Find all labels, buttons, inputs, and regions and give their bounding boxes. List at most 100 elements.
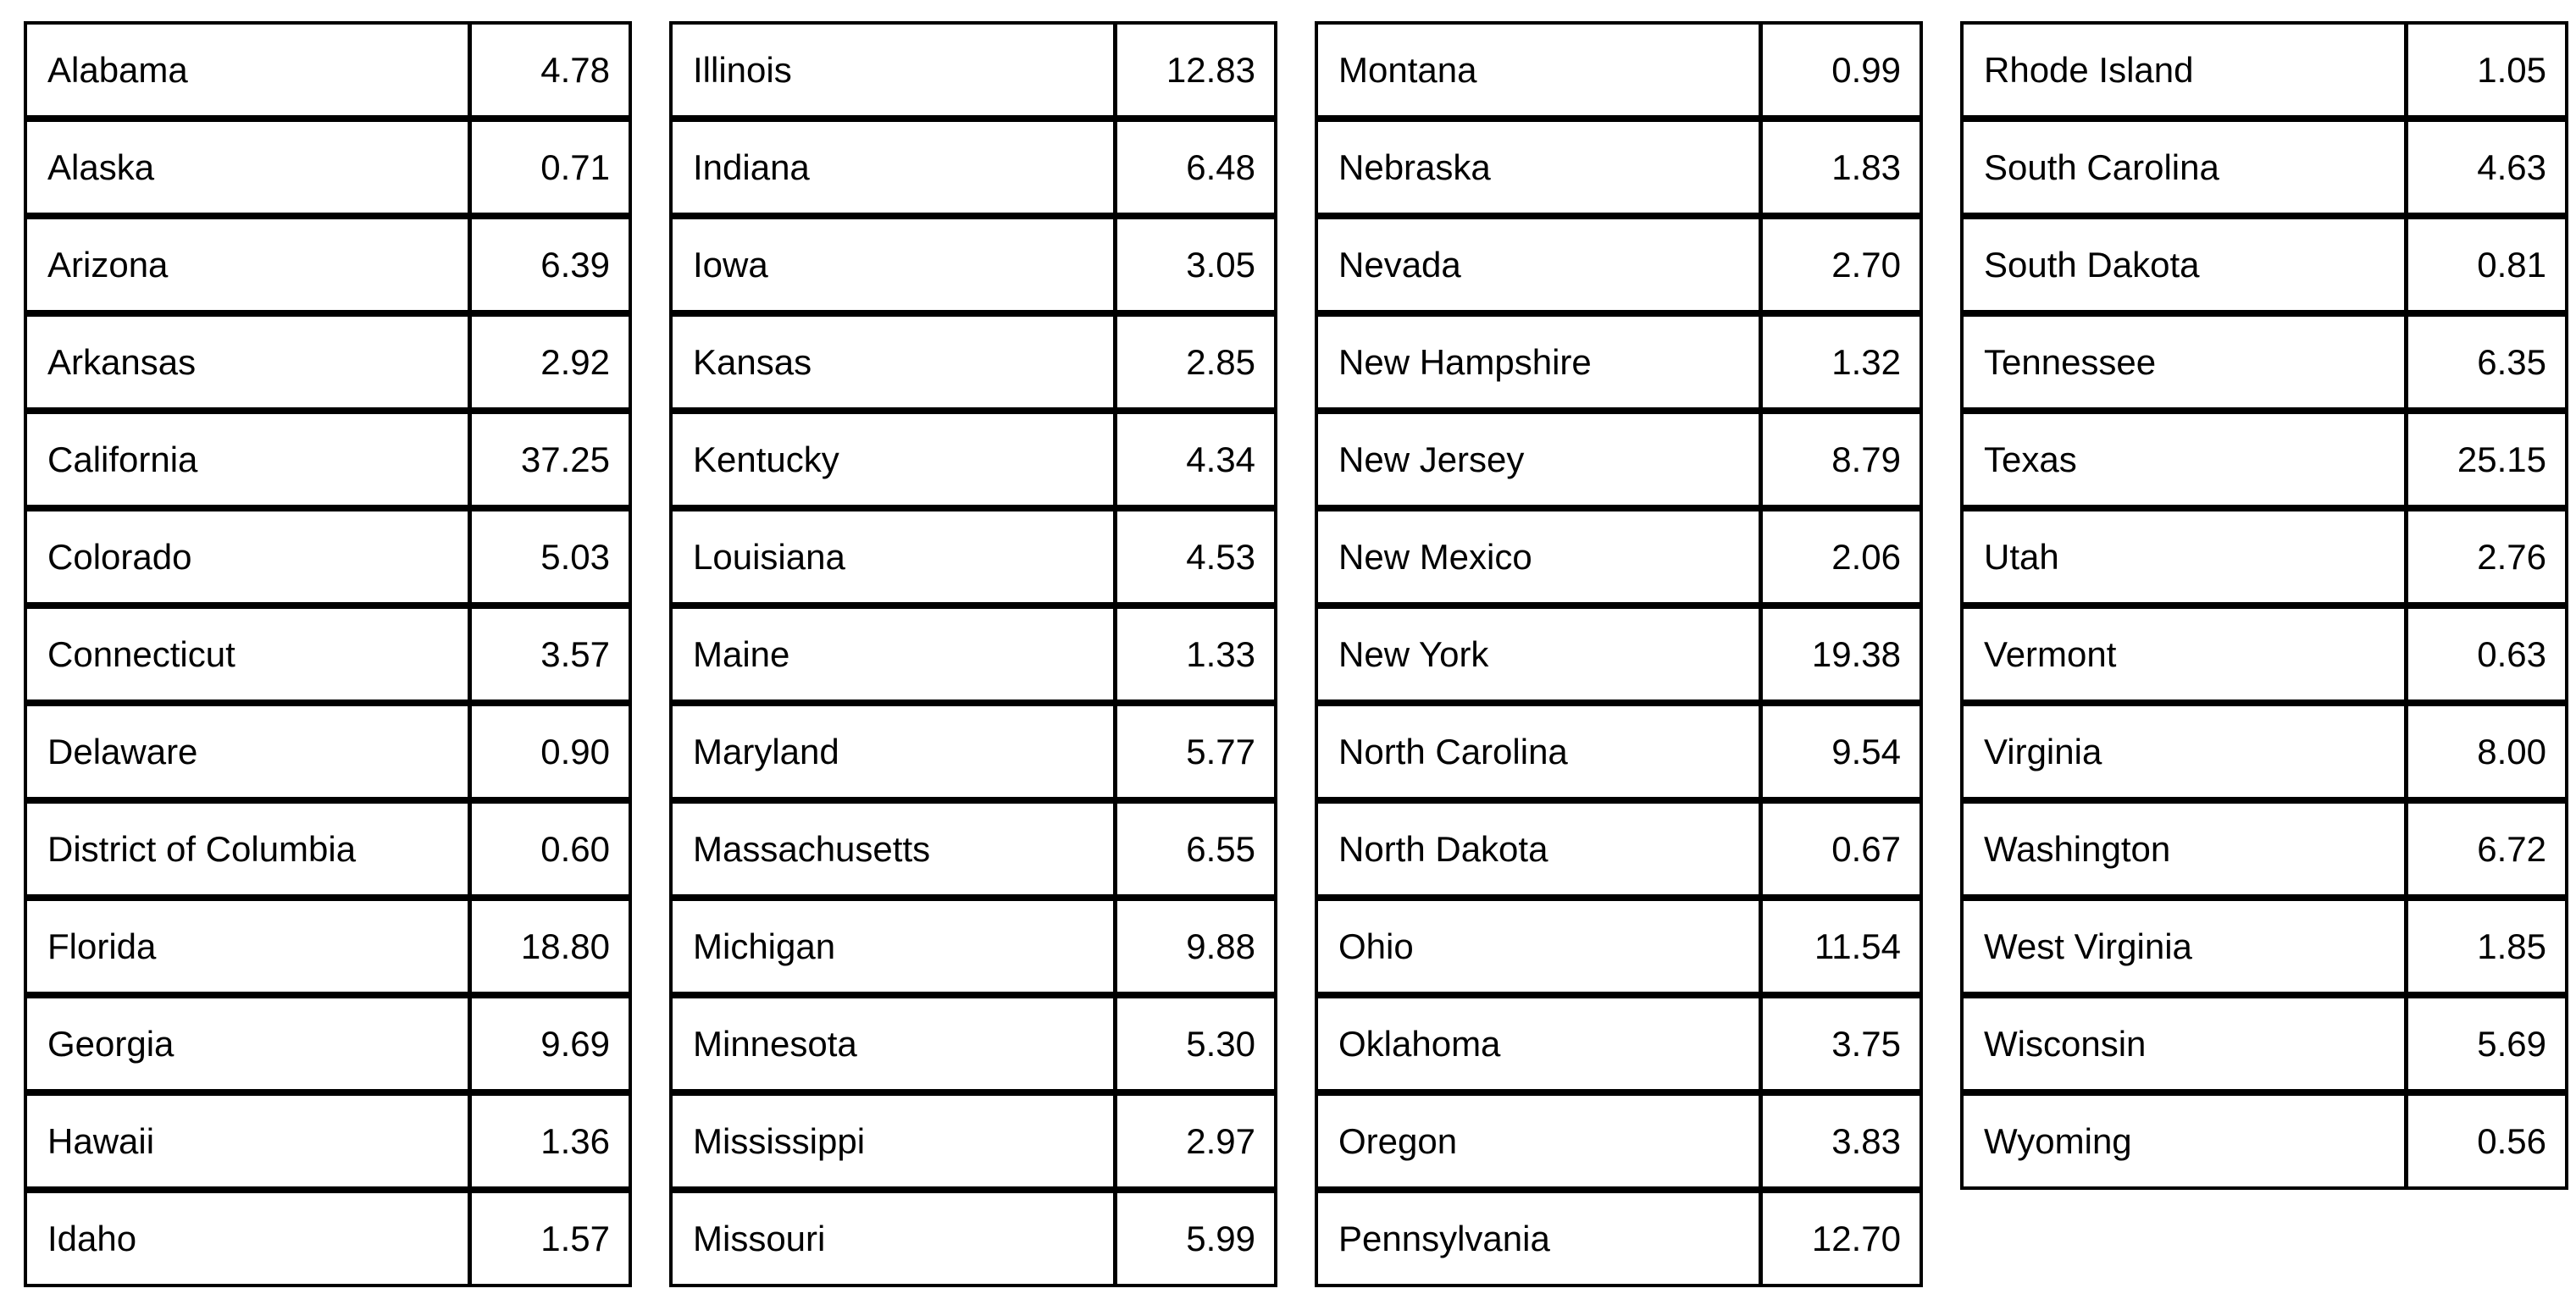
state-value-cell: 6.39 [468,219,629,310]
state-name-cell: Montana [1338,49,1477,90]
state-value-cell: 1.83 [1759,122,1920,213]
state-value-cell: 1.36 [468,1096,629,1186]
table-row: Arkansas 2.92 [24,313,632,411]
table-row: Montana 0.99 [1315,21,1923,119]
table-row: Missouri 5.99 [669,1190,1277,1287]
table-row: Washington 6.72 [1960,800,2568,898]
state-name-cell: Pennsylvania [1338,1218,1550,1258]
state-value-cell: 12.83 [1113,25,1274,115]
state-name-cell: Michigan [693,926,836,966]
table-row: Rhode Island 1.05 [1960,21,2568,119]
state-name-cell: Texas [1984,439,2077,479]
state-name-cell: Ohio [1338,926,1414,966]
state-name-cell: California [47,439,198,479]
table-row: Georgia 9.69 [24,995,632,1092]
state-name-cell: Massachusetts [693,828,931,869]
state-value-cell: 0.71 [468,122,629,213]
state-value-cell: 2.92 [468,317,629,407]
state-value-cell: 19.38 [1759,609,1920,699]
state-name-cell: Mississippi [693,1120,866,1161]
state-value-cell: 2.70 [1759,219,1920,310]
state-name-cell: Vermont [1984,633,2117,674]
state-value-cell: 1.05 [2404,25,2565,115]
state-name-cell: South Dakota [1984,244,2200,285]
table-row: South Dakota 0.81 [1960,216,2568,313]
table-row: Louisiana 4.53 [669,508,1277,605]
state-value-cell: 5.30 [1113,998,1274,1089]
table-row: Texas 25.15 [1960,411,2568,508]
table-row: South Carolina 4.63 [1960,119,2568,216]
state-name-cell: New Jersey [1338,439,1525,479]
table-row: New York 19.38 [1315,605,1923,703]
state-name-cell: Indiana [693,147,810,187]
state-value-cell: 0.60 [468,804,629,894]
table-row: New Jersey 8.79 [1315,411,1923,508]
state-name-cell: Arizona [47,244,169,285]
state-name-cell: District of Columbia [47,828,357,869]
table-row: Colorado 5.03 [24,508,632,605]
table-row: Oklahoma 3.75 [1315,995,1923,1092]
state-name-cell: Hawaii [47,1120,155,1161]
state-value-cell: 9.88 [1113,901,1274,992]
table-row: Arizona 6.39 [24,216,632,313]
state-value-cell: 3.75 [1759,998,1920,1089]
state-value-cell: 4.78 [468,25,629,115]
table-row: Kansas 2.85 [669,313,1277,411]
state-value-cell: 5.69 [2404,998,2565,1089]
state-name-cell: Arkansas [47,341,197,382]
state-name-cell: Alabama [47,49,188,90]
table-row: Oregon 3.83 [1315,1092,1923,1190]
state-name-cell: South Carolina [1984,147,2219,187]
state-name-cell: Rhode Island [1984,49,2194,90]
state-table-1: Alabama 4.78 Alaska 0.71 Arizona 6.39 Ar… [24,21,632,1287]
state-name-cell: West Virginia [1984,926,2192,966]
table-row: Massachusetts 6.55 [669,800,1277,898]
state-name-cell: Tennessee [1984,341,2157,382]
table-row: Nebraska 1.83 [1315,119,1923,216]
state-name-cell: Kentucky [693,439,839,479]
table-row: Hawaii 1.36 [24,1092,632,1190]
table-row: Virginia 8.00 [1960,703,2568,800]
state-name-cell: Kansas [693,341,812,382]
table-row: District of Columbia 0.60 [24,800,632,898]
state-name-cell: Illinois [693,49,792,90]
table-row: Florida 18.80 [24,898,632,995]
table-row: New Hampshire 1.32 [1315,313,1923,411]
state-value-cell: 2.85 [1113,317,1274,407]
table-row: Kentucky 4.34 [669,411,1277,508]
table-row: Nevada 2.70 [1315,216,1923,313]
state-name-cell: Maryland [693,731,839,771]
state-value-cell: 3.83 [1759,1096,1920,1186]
state-value-cell: 0.63 [2404,609,2565,699]
state-value-cell: 2.97 [1113,1096,1274,1186]
state-value-cell: 8.00 [2404,706,2565,797]
state-value-cell: 0.56 [2404,1096,2565,1186]
state-value-cell: 5.77 [1113,706,1274,797]
state-value-cell: 0.81 [2404,219,2565,310]
state-value-cell: 9.54 [1759,706,1920,797]
state-value-cell: 4.34 [1113,414,1274,505]
state-name-cell: New Mexico [1338,536,1532,577]
state-name-cell: Oregon [1338,1120,1458,1161]
state-value-cell: 8.79 [1759,414,1920,505]
table-row: Maine 1.33 [669,605,1277,703]
state-name-cell: Virginia [1984,731,2102,771]
table-row: Indiana 6.48 [669,119,1277,216]
state-name-cell: Iowa [693,244,768,285]
table-row: West Virginia 1.85 [1960,898,2568,995]
table-row: California 37.25 [24,411,632,508]
state-name-cell: North Carolina [1338,731,1568,771]
state-value-cell: 1.33 [1113,609,1274,699]
table-row: North Dakota 0.67 [1315,800,1923,898]
state-name-cell: Georgia [47,1023,175,1064]
state-name-cell: Nevada [1338,244,1461,285]
state-value-cell: 0.99 [1759,25,1920,115]
state-value-cell: 3.57 [468,609,629,699]
state-name-cell: Oklahoma [1338,1023,1501,1064]
state-name-cell: Florida [47,926,157,966]
table-row: Wisconsin 5.69 [1960,995,2568,1092]
state-name-cell: Minnesota [693,1023,857,1064]
state-value-cell: 1.32 [1759,317,1920,407]
table-row: New Mexico 2.06 [1315,508,1923,605]
table-row: Maryland 5.77 [669,703,1277,800]
